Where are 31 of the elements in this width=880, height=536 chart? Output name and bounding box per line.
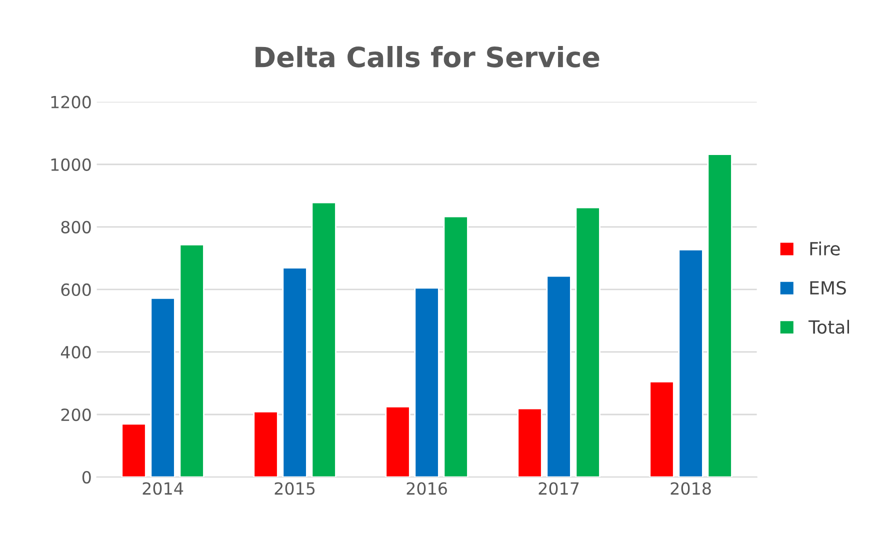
bar [385, 406, 410, 478]
x-tick-label: 2015 [274, 482, 315, 495]
y-tick-label: 200 [61, 408, 91, 422]
y-tick-label: 600 [61, 283, 91, 296]
bar [517, 408, 542, 478]
y-tick-label: 400 [60, 346, 91, 359]
bar [443, 216, 468, 478]
x-tick-label: 2018 [670, 482, 711, 495]
y-tick-label: 1000 [51, 158, 91, 171]
bar [707, 154, 732, 478]
y-tick-label: 800 [61, 220, 91, 234]
y-tick-label: 1200 [51, 96, 91, 108]
bar [253, 411, 278, 478]
x-tick-label: 2014 [142, 482, 184, 495]
bar [678, 249, 704, 478]
chart-title: Delta Calls for Service [256, 46, 600, 68]
bar [414, 287, 440, 478]
bar [311, 202, 336, 478]
bar [282, 267, 308, 478]
bar [649, 380, 674, 478]
legend-label: Fire [810, 242, 840, 256]
x-tick-label: 2016 [406, 482, 447, 495]
legend-label: EMS [810, 281, 846, 295]
bar [575, 206, 600, 478]
bar [150, 298, 176, 478]
bar [121, 423, 146, 478]
x-tick-label: 2017 [538, 482, 579, 495]
legend-label: Total [808, 320, 850, 334]
bar [179, 244, 204, 478]
bar [546, 275, 572, 478]
y-tick-label: 0 [82, 471, 91, 484]
